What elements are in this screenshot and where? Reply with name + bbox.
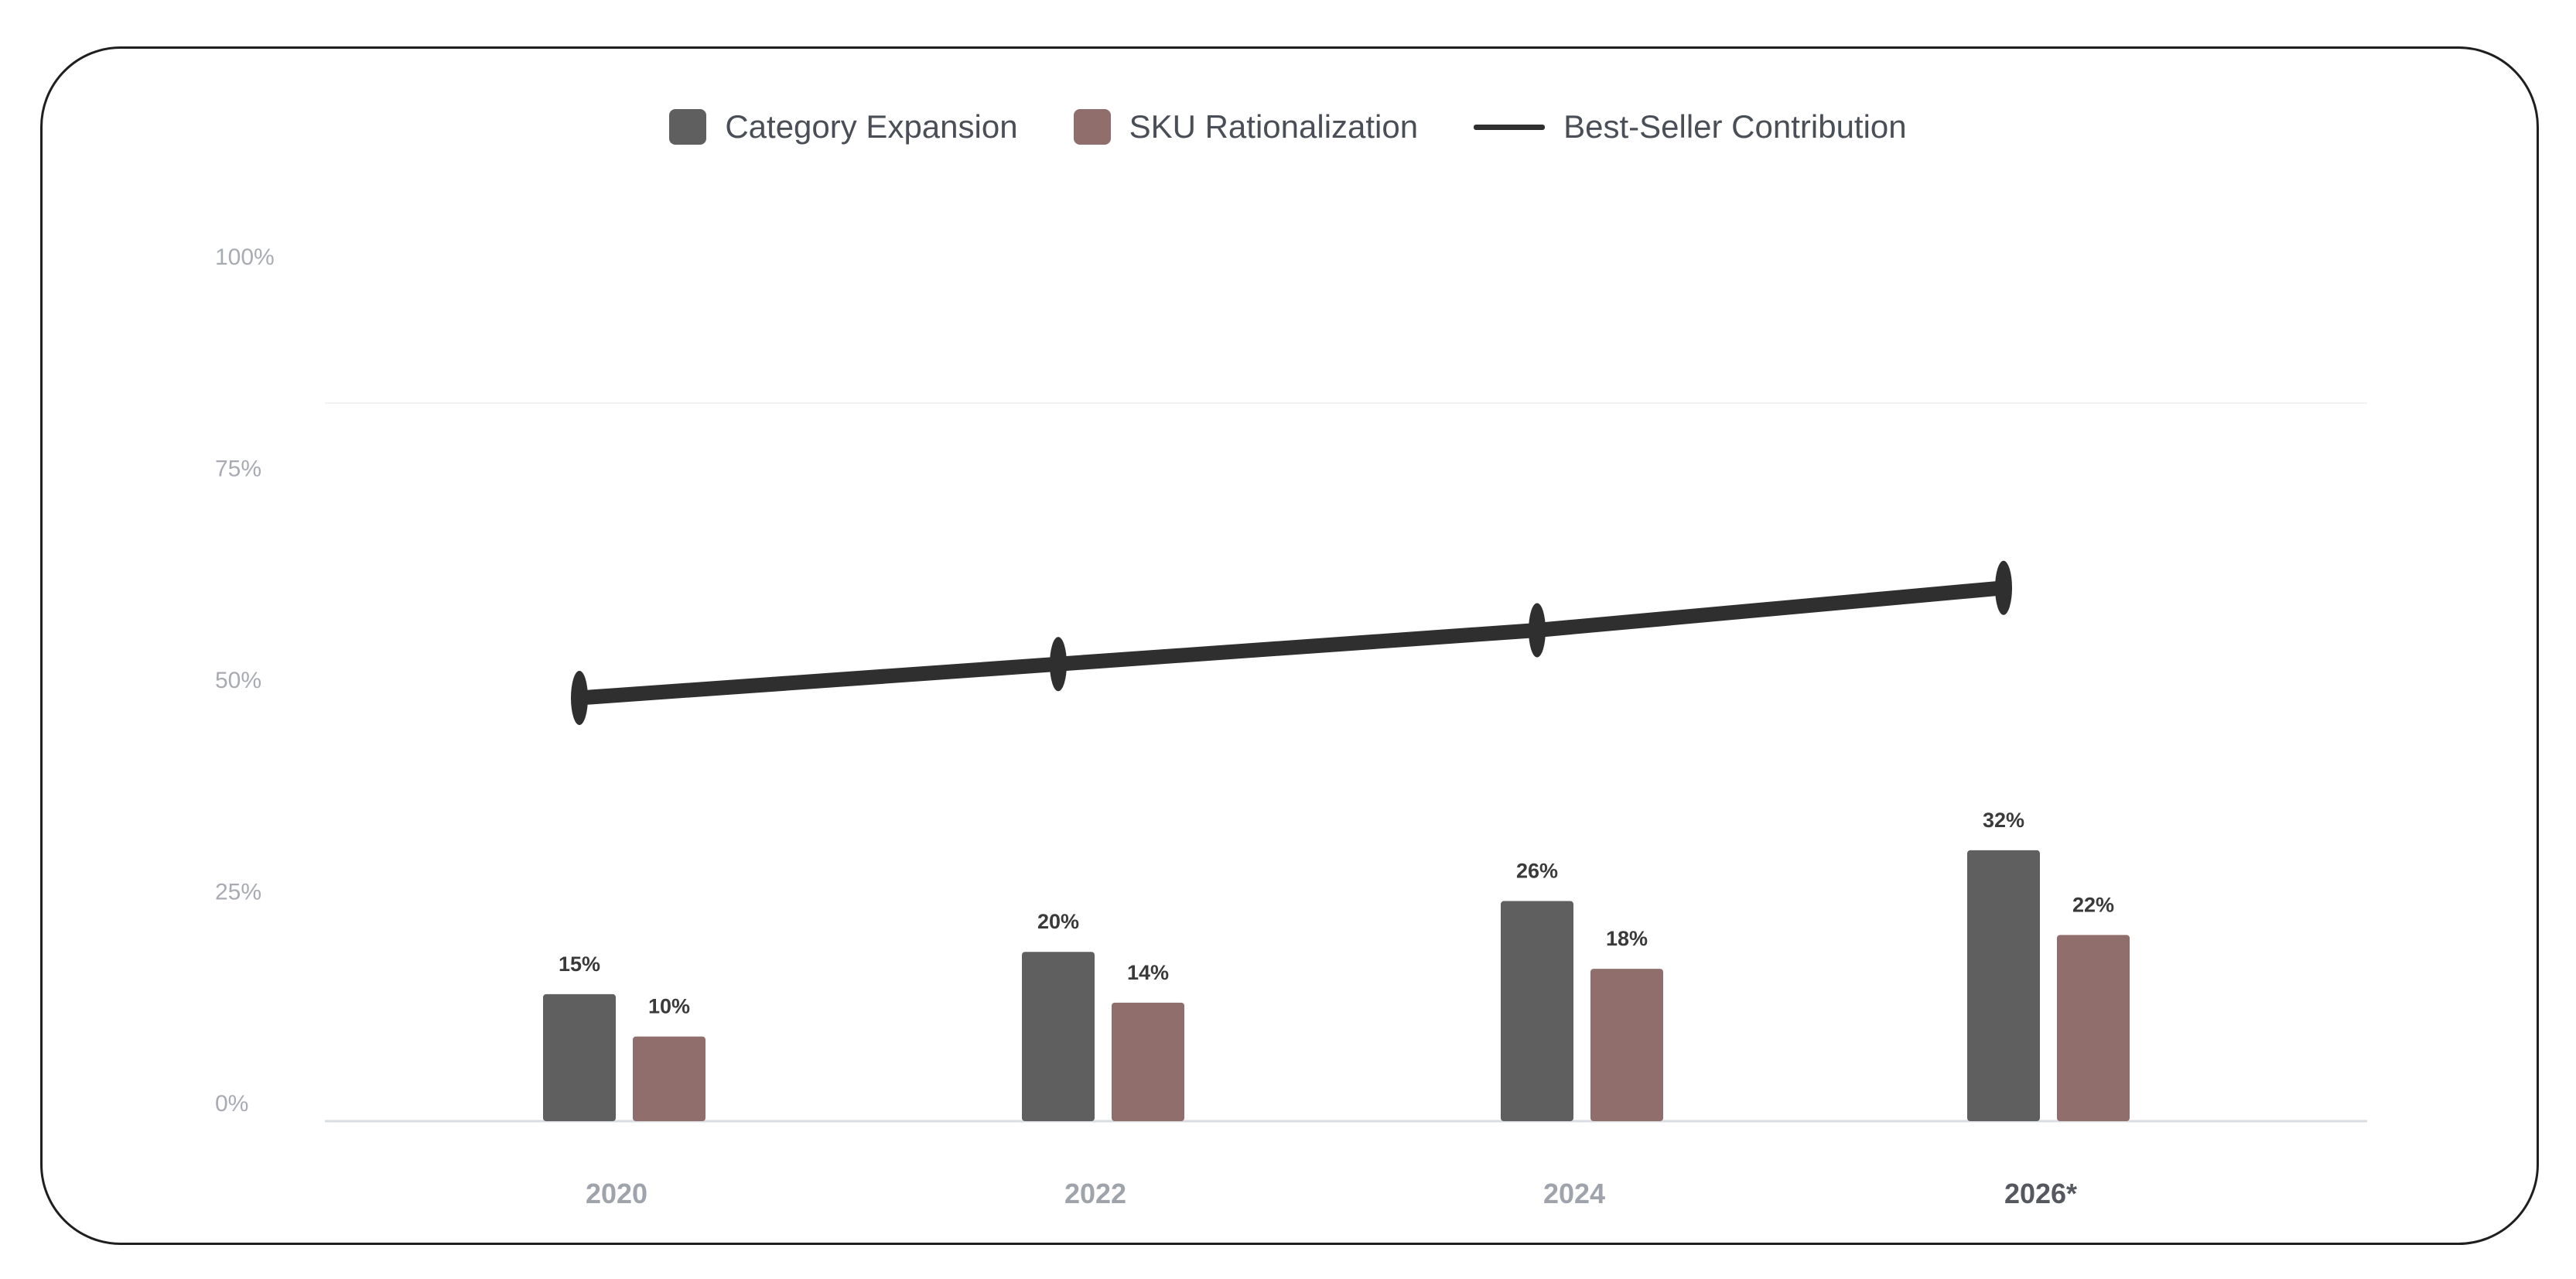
legend-label-category-expansion: Category Expansion [725, 108, 1018, 145]
x-tick-label: 2024 [1543, 1178, 1605, 1209]
line-point-best-seller-contribution [571, 671, 588, 725]
legend-label-best-seller-contribution: Best-Seller Contribution [1563, 108, 1907, 145]
y-tick-label: 100% [215, 245, 275, 270]
legend-swatch-category-expansion [669, 109, 707, 145]
x-tick-label: 2020 [586, 1178, 647, 1209]
data-label: 32% [1983, 809, 2024, 832]
line-point-best-seller-contribution [1050, 637, 1067, 692]
legend-item-category-expansion[interactable]: Category Expansion [669, 108, 1018, 145]
y-tick-label: 0% [215, 1091, 248, 1117]
x-tick-label: 2026* [2004, 1178, 2077, 1209]
bar-category-expansion [1501, 901, 1573, 1121]
y-tick-label: 75% [215, 457, 261, 482]
legend: Category Expansion SKU Rationalization B… [0, 108, 2576, 145]
bar-sku-rationalization [1590, 969, 1663, 1121]
legend-item-sku-rationalization[interactable]: SKU Rationalization [1073, 108, 1419, 145]
bar-category-expansion [543, 993, 616, 1121]
legend-label-sku-rationalization: SKU Rationalization [1129, 108, 1419, 145]
data-label: 15% [559, 952, 600, 976]
data-label: 18% [1606, 927, 1648, 950]
y-tick-label: 25% [215, 880, 261, 905]
data-label: 26% [1516, 860, 1558, 883]
data-label: 22% [2072, 893, 2114, 916]
legend-item-best-seller-contribution[interactable]: Best-Seller Contribution [1474, 108, 1907, 145]
line-point-best-seller-contribution [1995, 560, 2012, 615]
bar-category-expansion [1967, 850, 2040, 1121]
x-tick-label: 2022 [1064, 1178, 1126, 1209]
line-point-best-seller-contribution [1529, 603, 1546, 658]
bar-sku-rationalization [633, 1036, 705, 1121]
bar-sku-rationalization [2057, 935, 2130, 1121]
legend-line-best-seller-contribution [1474, 124, 1546, 130]
line-best-seller-contribution [572, 580, 2011, 706]
bar-category-expansion [1022, 952, 1095, 1121]
y-tick-label: 50% [215, 668, 261, 693]
legend-swatch-sku-rationalization [1073, 109, 1111, 145]
data-label: 10% [648, 995, 690, 1018]
bar-sku-rationalization [1112, 1002, 1184, 1121]
data-label: 20% [1037, 910, 1079, 933]
data-label: 14% [1127, 961, 1169, 984]
